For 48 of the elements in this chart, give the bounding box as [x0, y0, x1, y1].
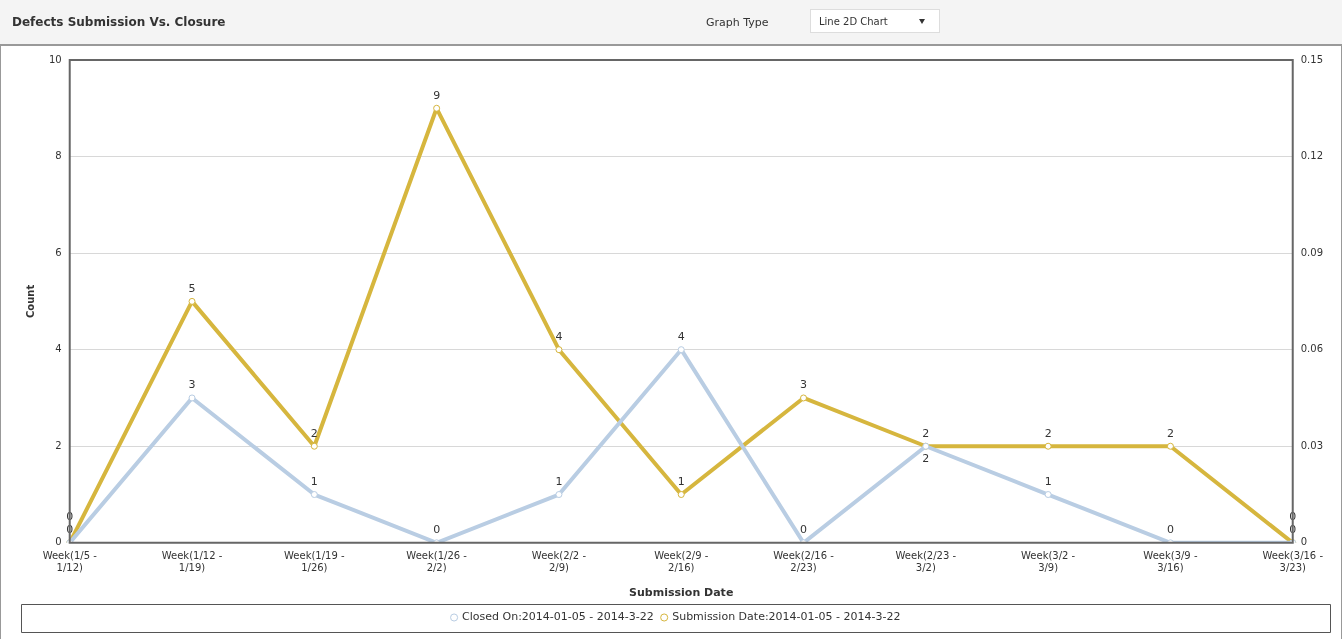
y-tick-label: 2 — [55, 439, 62, 451]
data-label: 5 — [188, 281, 196, 295]
x-axis-title: Submission Date — [629, 586, 734, 600]
y2-tick-label: 0 — [1300, 536, 1308, 548]
data-label: 2 — [922, 451, 930, 465]
chart-title: Defects Submission Vs. Closure — [12, 15, 226, 29]
y2-tick-label: 0.06 — [1300, 343, 1323, 355]
y2-tick-label: 0.12 — [1300, 150, 1323, 162]
x-tick-label: Week(1/5 - 1/12) — [42, 550, 98, 574]
data-label: 3 — [800, 378, 808, 392]
data-label: 2 — [1044, 426, 1052, 440]
data-label: 1 — [1044, 474, 1052, 488]
data-label: 0 — [1166, 523, 1174, 537]
data-label: 1 — [310, 474, 318, 488]
x-tick-label: Week(1/12 - 1/19) — [161, 550, 223, 574]
data-label: 2 — [310, 426, 318, 440]
legend-label: Closed On:2014-01-05 - 2014-3-22 — [462, 610, 654, 624]
data-label: 0 — [800, 523, 808, 537]
x-tick-label: Week(1/19 - 1/26) — [284, 550, 345, 574]
data-label: 1 — [555, 474, 563, 488]
y2-tick-label: 0.15 — [1300, 53, 1323, 65]
data-label: 4 — [555, 330, 563, 344]
y-tick-label: 6 — [55, 246, 62, 258]
y2-tick-label: 0.09 — [1300, 246, 1323, 258]
x-tick-label: Week(2/16 - 2/23) — [773, 550, 835, 574]
y-tick-label: 8 — [55, 150, 62, 162]
y2-tick-label: 0.03 — [1300, 439, 1323, 451]
data-label: 1 — [677, 474, 685, 488]
x-tick-label: Week(2/23 - 3/2) — [895, 550, 957, 574]
data-label: 9 — [433, 88, 441, 102]
x-tick-label: Week(3/2 - 3/9) — [1021, 550, 1076, 574]
data-label: 2 — [1166, 426, 1174, 440]
y-axis-title: Count — [24, 284, 36, 319]
x-tick-label: Week(1/26 - 2/2) — [406, 550, 468, 574]
data-label: 4 — [677, 330, 685, 344]
legend-label: Submission Date:2014-01-05 - 2014-3-22 — [672, 610, 901, 624]
data-label: 2 — [922, 426, 930, 440]
data-label: 0 — [433, 523, 441, 537]
data-label: 3 — [188, 378, 196, 392]
x-tick-label: Week(2/2 - 2/9) — [531, 550, 587, 574]
x-tick-label: Week(3/9 - 3/16) — [1143, 550, 1198, 574]
dropdown: Line 2D Chart — [810, 9, 940, 33]
x-tick-label: Week(3/16 - 3/23) — [1262, 550, 1324, 574]
y-tick-label: 10 — [48, 53, 62, 65]
text: Graph Type — [706, 15, 769, 29]
y-tick-label: 0 — [55, 536, 62, 548]
y-tick-label: 4 — [55, 343, 62, 355]
x-tick-label: Week(2/9 - 2/16) — [654, 550, 709, 574]
